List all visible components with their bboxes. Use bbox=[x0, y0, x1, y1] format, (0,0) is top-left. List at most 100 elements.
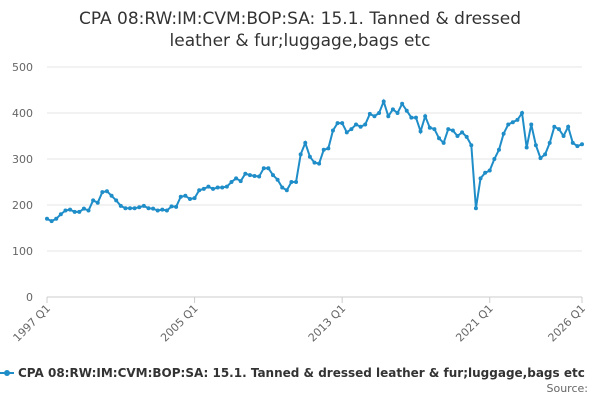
data-point bbox=[469, 143, 474, 148]
data-point bbox=[229, 180, 234, 184]
data-point bbox=[349, 127, 354, 132]
data-point bbox=[473, 206, 478, 211]
data-point bbox=[552, 124, 557, 129]
data-point bbox=[501, 131, 506, 136]
legend-label: CPA 08:RW:IM:CVM:BOP:SA: 15.1. Tanned & … bbox=[18, 366, 585, 380]
data-point bbox=[317, 161, 322, 166]
data-point bbox=[49, 219, 54, 224]
data-point bbox=[54, 216, 59, 221]
data-point bbox=[294, 180, 299, 184]
data-point bbox=[330, 128, 335, 133]
data-point bbox=[432, 127, 437, 132]
data-point bbox=[386, 114, 391, 119]
data-point bbox=[303, 140, 308, 145]
data-point bbox=[128, 206, 133, 211]
data-point bbox=[45, 216, 49, 221]
data-point bbox=[220, 185, 225, 190]
data-point bbox=[377, 111, 382, 115]
data-point bbox=[169, 204, 174, 209]
y-tick-label: 300 bbox=[12, 153, 33, 166]
data-point bbox=[211, 186, 216, 191]
data-point bbox=[561, 134, 566, 138]
data-point bbox=[460, 130, 465, 135]
data-point bbox=[257, 174, 262, 179]
data-point bbox=[326, 146, 331, 151]
data-point bbox=[215, 185, 220, 190]
data-point bbox=[252, 174, 257, 179]
data-point bbox=[372, 114, 377, 119]
data-point bbox=[284, 188, 289, 193]
data-point bbox=[118, 203, 123, 208]
x-tick-label: 1997 Q1 bbox=[11, 302, 54, 345]
data-point bbox=[164, 208, 169, 213]
data-point bbox=[63, 208, 68, 213]
x-tick-label: 2021 Q1 bbox=[453, 302, 496, 345]
data-point bbox=[81, 206, 86, 211]
data-point bbox=[547, 140, 552, 145]
data-point bbox=[390, 107, 395, 112]
source: Source: bbox=[547, 382, 589, 395]
data-point bbox=[506, 122, 511, 127]
data-point bbox=[151, 206, 156, 211]
data-point bbox=[483, 170, 488, 175]
data-point bbox=[289, 180, 294, 184]
data-point bbox=[146, 206, 151, 211]
x-tick-label: 2026 Q1 bbox=[546, 302, 589, 345]
data-point bbox=[510, 120, 515, 125]
legend-marker bbox=[4, 370, 10, 376]
data-point bbox=[478, 176, 483, 181]
data-point bbox=[280, 185, 285, 190]
data-point bbox=[192, 196, 197, 201]
data-point bbox=[247, 173, 252, 178]
data-point bbox=[100, 190, 105, 195]
data-point bbox=[141, 203, 146, 208]
data-point bbox=[132, 206, 137, 211]
data-point bbox=[418, 129, 423, 134]
data-point bbox=[358, 124, 363, 129]
data-point bbox=[104, 189, 109, 194]
data-point bbox=[178, 194, 183, 199]
data-point bbox=[543, 152, 548, 157]
data-point bbox=[72, 209, 77, 214]
data-point bbox=[335, 121, 340, 126]
data-point bbox=[109, 193, 114, 198]
data-point bbox=[427, 125, 432, 130]
data-point bbox=[298, 152, 303, 157]
data-point bbox=[344, 130, 349, 135]
data-point bbox=[538, 156, 543, 161]
data-point bbox=[496, 147, 501, 152]
data-point bbox=[261, 166, 266, 171]
data-point bbox=[58, 212, 63, 217]
data-point bbox=[187, 197, 192, 202]
data-point bbox=[114, 198, 119, 203]
data-point bbox=[91, 198, 96, 203]
data-point bbox=[321, 147, 326, 152]
data-point bbox=[354, 122, 359, 127]
data-point bbox=[437, 136, 442, 141]
data-point bbox=[234, 176, 239, 181]
x-tick-label: 2005 Q1 bbox=[158, 302, 201, 345]
data-point bbox=[243, 171, 248, 176]
data-point bbox=[174, 204, 179, 209]
data-point bbox=[404, 108, 409, 113]
data-point bbox=[238, 179, 243, 184]
data-point bbox=[492, 157, 497, 161]
data-point bbox=[312, 160, 317, 165]
data-point bbox=[123, 206, 128, 211]
data-point bbox=[487, 168, 492, 173]
data-point bbox=[77, 209, 82, 214]
data-point bbox=[515, 117, 520, 122]
data-point bbox=[570, 140, 575, 145]
data-point bbox=[529, 122, 534, 127]
data-point bbox=[455, 134, 460, 138]
chart-title: CPA 08:RW:IM:CVM:BOP:SA: 15.1. Tanned & … bbox=[78, 9, 522, 51]
data-point bbox=[224, 184, 229, 189]
y-tick-label: 500 bbox=[12, 61, 33, 74]
data-point bbox=[464, 134, 469, 139]
data-point bbox=[566, 124, 571, 129]
data-point bbox=[409, 115, 414, 120]
data-point bbox=[400, 101, 405, 106]
data-point bbox=[533, 143, 538, 148]
